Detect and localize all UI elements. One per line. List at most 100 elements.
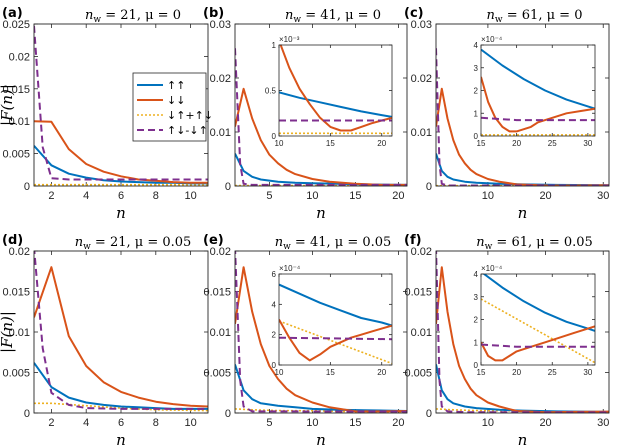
- series-line-dd: [34, 266, 208, 408]
- plot-frame: [435, 23, 610, 187]
- y-tick-label: 0: [24, 181, 30, 193]
- y-tick-label: 0.01: [210, 327, 231, 339]
- x-tick-label: 20: [512, 139, 521, 148]
- x-axis-label: n: [116, 431, 126, 445]
- x-tick-label: 15: [477, 139, 486, 148]
- x-tick-label: 30: [597, 417, 609, 429]
- y-tick-label: 3: [474, 64, 479, 73]
- x-tick-label: 20: [539, 417, 551, 429]
- y-tick-label: 2: [474, 316, 479, 325]
- inset-bg: [481, 274, 595, 365]
- y-tick-label: 0.005: [2, 368, 30, 380]
- panel-label: (c): [404, 6, 424, 21]
- inset-series-line-uu: [279, 283, 392, 327]
- y-tick-label: 0.02: [411, 73, 432, 85]
- y-tick-label: 0.02: [411, 246, 432, 258]
- y-tick-label: 0.02: [9, 246, 30, 258]
- inset-exponent: ×10⁻⁴: [481, 264, 503, 273]
- x-tick-label: 5: [266, 417, 272, 429]
- x-tick-label: 2: [48, 417, 54, 429]
- panel-title: nw = 61, μ = 0.05: [476, 235, 593, 252]
- inset-series-line-dd: [481, 325, 595, 362]
- x-tick-label: 10: [482, 417, 494, 429]
- inset-frame: [480, 273, 596, 366]
- plot-frame: [435, 250, 610, 414]
- x-tick-label: 6: [118, 417, 124, 429]
- y-tick-label: 0.02: [210, 246, 231, 258]
- panel-d: 2 4 6 8 10 0 0.005 0.01 0.015 0.02 nw = 21, μ = 0.…: [2, 233, 209, 445]
- y-tick-label: 2: [272, 331, 277, 340]
- plot-frame: [33, 250, 209, 414]
- y-tick-label: 0: [272, 132, 277, 141]
- series-line-dd: [34, 120, 208, 184]
- x-tick-label: 20: [377, 139, 386, 148]
- y-tick-label: 0: [474, 361, 479, 370]
- legend-label-diff: ↑↓-↓↑: [167, 124, 208, 137]
- inset-series-line-uu: [481, 48, 595, 110]
- x-tick-label: 10: [275, 368, 284, 377]
- series-line-dd: [235, 87, 407, 186]
- inset-series-line-sum: [481, 298, 595, 364]
- inset-exponent: ×10⁻⁴: [279, 264, 301, 273]
- y-tick-label: 4: [474, 41, 479, 50]
- panel-label: (d): [2, 233, 23, 248]
- panel-label: (b): [203, 6, 224, 21]
- y-tick-label: 0.02: [210, 73, 231, 85]
- series-line-diff: [235, 251, 407, 413]
- series-line-diff: [34, 25, 208, 181]
- inset-series-line-sum: [279, 320, 392, 365]
- y-tick-label: 0.01: [210, 127, 231, 139]
- series-line-diff: [235, 48, 407, 186]
- inset-exponent: ×10⁻⁴: [481, 35, 503, 44]
- series-line-dd: [436, 266, 609, 413]
- inset-frame: [278, 44, 393, 137]
- y-tick-label: 0.03: [210, 19, 231, 31]
- y-tick-label: 0: [426, 181, 432, 193]
- x-tick-label: 30: [583, 368, 592, 377]
- series-line-diff: [34, 251, 208, 410]
- x-tick-label: 10: [184, 417, 196, 429]
- y-tick-label: 1: [272, 41, 277, 50]
- panel-label: (a): [2, 6, 23, 21]
- y-tick-label: 0.005: [2, 149, 30, 161]
- legend-label-sum: ↓↑+↑↓: [167, 109, 213, 122]
- panel-title: nw = 41, μ = 0.05: [275, 235, 392, 252]
- series-line-dd: [235, 266, 407, 413]
- panel-title: nw = 21, μ = 0: [85, 8, 181, 25]
- x-tick-label: 20: [392, 417, 404, 429]
- plot-area: [34, 251, 208, 413]
- plot-frame: [33, 23, 209, 187]
- x-tick-label: 4: [83, 417, 89, 429]
- inset-exponent: ×10⁻³: [279, 35, 300, 44]
- y-tick-label: 6: [272, 270, 277, 279]
- series-line-diff: [436, 48, 609, 186]
- x-tick-label: 15: [326, 368, 335, 377]
- x-tick-label: 20: [539, 190, 551, 202]
- inset-series-line-diff: [279, 336, 392, 341]
- y-tick-label: 0.01: [9, 116, 30, 128]
- y-tick-label: 0: [272, 361, 277, 370]
- y-tick-label: 0.015: [404, 287, 432, 299]
- inset-e: 10 15 20 0 2 4 6×10⁻⁴: [272, 264, 393, 377]
- inset-series-line-uu: [279, 91, 392, 118]
- y-tick-label: 0.005: [404, 368, 432, 380]
- y-tick-label: 0.015: [203, 287, 231, 299]
- x-tick-label: 20: [392, 190, 404, 202]
- inset-f: 15 20 25 30 0 1 2 3 4×10⁻⁴: [474, 264, 596, 377]
- x-tick-label: 10: [306, 190, 318, 202]
- x-tick-label: 30: [597, 190, 609, 202]
- y-tick-label: 0.015: [2, 84, 30, 96]
- inset-series-line-dd: [279, 45, 392, 132]
- x-tick-label: 8: [153, 417, 159, 429]
- inset-frame: [480, 44, 596, 137]
- y-tick-label: 0: [24, 408, 30, 420]
- panel-label: (f): [404, 233, 422, 248]
- y-tick-label: 4: [272, 300, 277, 309]
- legend-label-dd: ↓↓: [167, 94, 185, 107]
- x-axis-label: n: [518, 204, 528, 222]
- inset-series-line-dd: [279, 319, 392, 362]
- panel-title: nw = 41, μ = 0: [285, 8, 381, 25]
- inset-b: 10 15 20 0 0.5 1×10⁻³: [265, 35, 393, 148]
- x-tick-label: 10: [306, 417, 318, 429]
